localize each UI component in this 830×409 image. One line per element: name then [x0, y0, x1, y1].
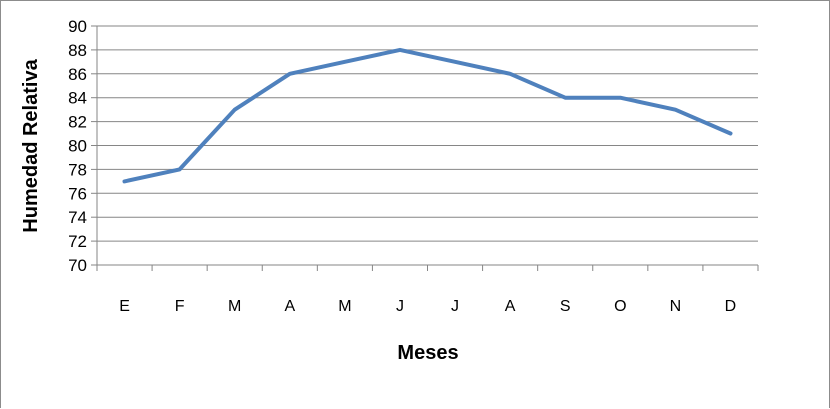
x-tick-label: A — [505, 298, 516, 315]
y-tick-label: 88 — [68, 41, 87, 60]
y-tick-label: 78 — [68, 160, 87, 179]
series-layer — [122, 47, 733, 184]
x-tick-label: M — [338, 298, 351, 315]
y-tick-label: 70 — [68, 256, 87, 275]
x-tick-label: A — [284, 298, 295, 315]
y-axis-title: Humedad Relativa — [20, 58, 42, 232]
x-tick-label: F — [175, 298, 185, 315]
x-tick-label: O — [614, 298, 626, 315]
y-tick-label: 80 — [68, 137, 87, 156]
x-tick-label: N — [670, 298, 682, 315]
axes — [91, 25, 759, 271]
y-tick-label: 74 — [68, 208, 87, 227]
series-line — [122, 47, 733, 184]
y-axis-tick-labels: 70 72 74 76 78 80 82 84 86 88 90 — [68, 17, 87, 275]
y-tick-label: 90 — [68, 17, 87, 36]
y-tick-label: 76 — [68, 184, 87, 203]
grid-lines — [97, 25, 758, 242]
y-tick-label: 84 — [68, 89, 87, 108]
y-tick-label: 82 — [68, 113, 87, 132]
x-tick-label: J — [451, 298, 459, 315]
x-tick-label: D — [725, 298, 737, 315]
y-tick-label: 86 — [68, 65, 87, 84]
x-axis-title: Meses — [397, 342, 458, 364]
x-tick-label: E — [119, 298, 130, 315]
x-tick-label: S — [560, 298, 571, 315]
x-tick-label: J — [396, 298, 404, 315]
y-tick-label: 72 — [68, 232, 87, 251]
x-tick-label: M — [228, 298, 241, 315]
